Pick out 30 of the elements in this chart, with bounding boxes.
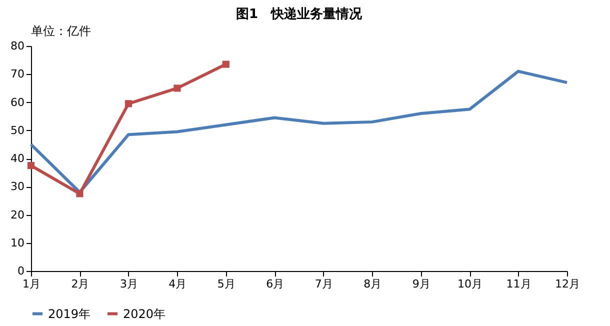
y-tick-label: 0 xyxy=(18,264,24,278)
legend-label: 2019年 xyxy=(48,306,91,321)
y-tick-label: 10 xyxy=(10,236,24,250)
y-tick-label: 80 xyxy=(10,40,24,52)
point xyxy=(222,60,230,68)
chart-title: 图1 快递业务量情况 xyxy=(236,6,364,22)
x-tick-label: 7月 xyxy=(314,278,333,290)
x-tick-label: 1月 xyxy=(22,278,40,290)
y-tick-label: 30 xyxy=(10,180,24,194)
x-tick-label: 5月 xyxy=(217,278,236,290)
x-tick-label: 6月 xyxy=(266,278,284,290)
y-tick-label: 20 xyxy=(10,208,24,222)
x-tick-label: 3月 xyxy=(120,278,138,290)
x-tick-label: 8月 xyxy=(364,278,382,290)
y-tick-label: 60 xyxy=(10,96,24,109)
legend-label: 2020年 xyxy=(123,306,166,321)
point xyxy=(174,84,181,92)
x-tick-label: 2月 xyxy=(71,278,90,290)
point xyxy=(76,190,84,198)
y-tick-label: 40 xyxy=(10,152,24,165)
x-tick-label: 4月 xyxy=(168,278,187,290)
point xyxy=(27,162,35,170)
y-tick-label: 70 xyxy=(10,68,24,81)
x-tick-label: 11月 xyxy=(506,278,532,290)
y-tick-label: 50 xyxy=(10,124,24,137)
x-tick-label: 9月 xyxy=(412,278,430,290)
text: 单位：亿件 xyxy=(31,24,91,38)
x-tick-label: 10月 xyxy=(458,278,483,290)
x-tick-label: 12月 xyxy=(555,278,580,290)
point xyxy=(124,100,132,108)
